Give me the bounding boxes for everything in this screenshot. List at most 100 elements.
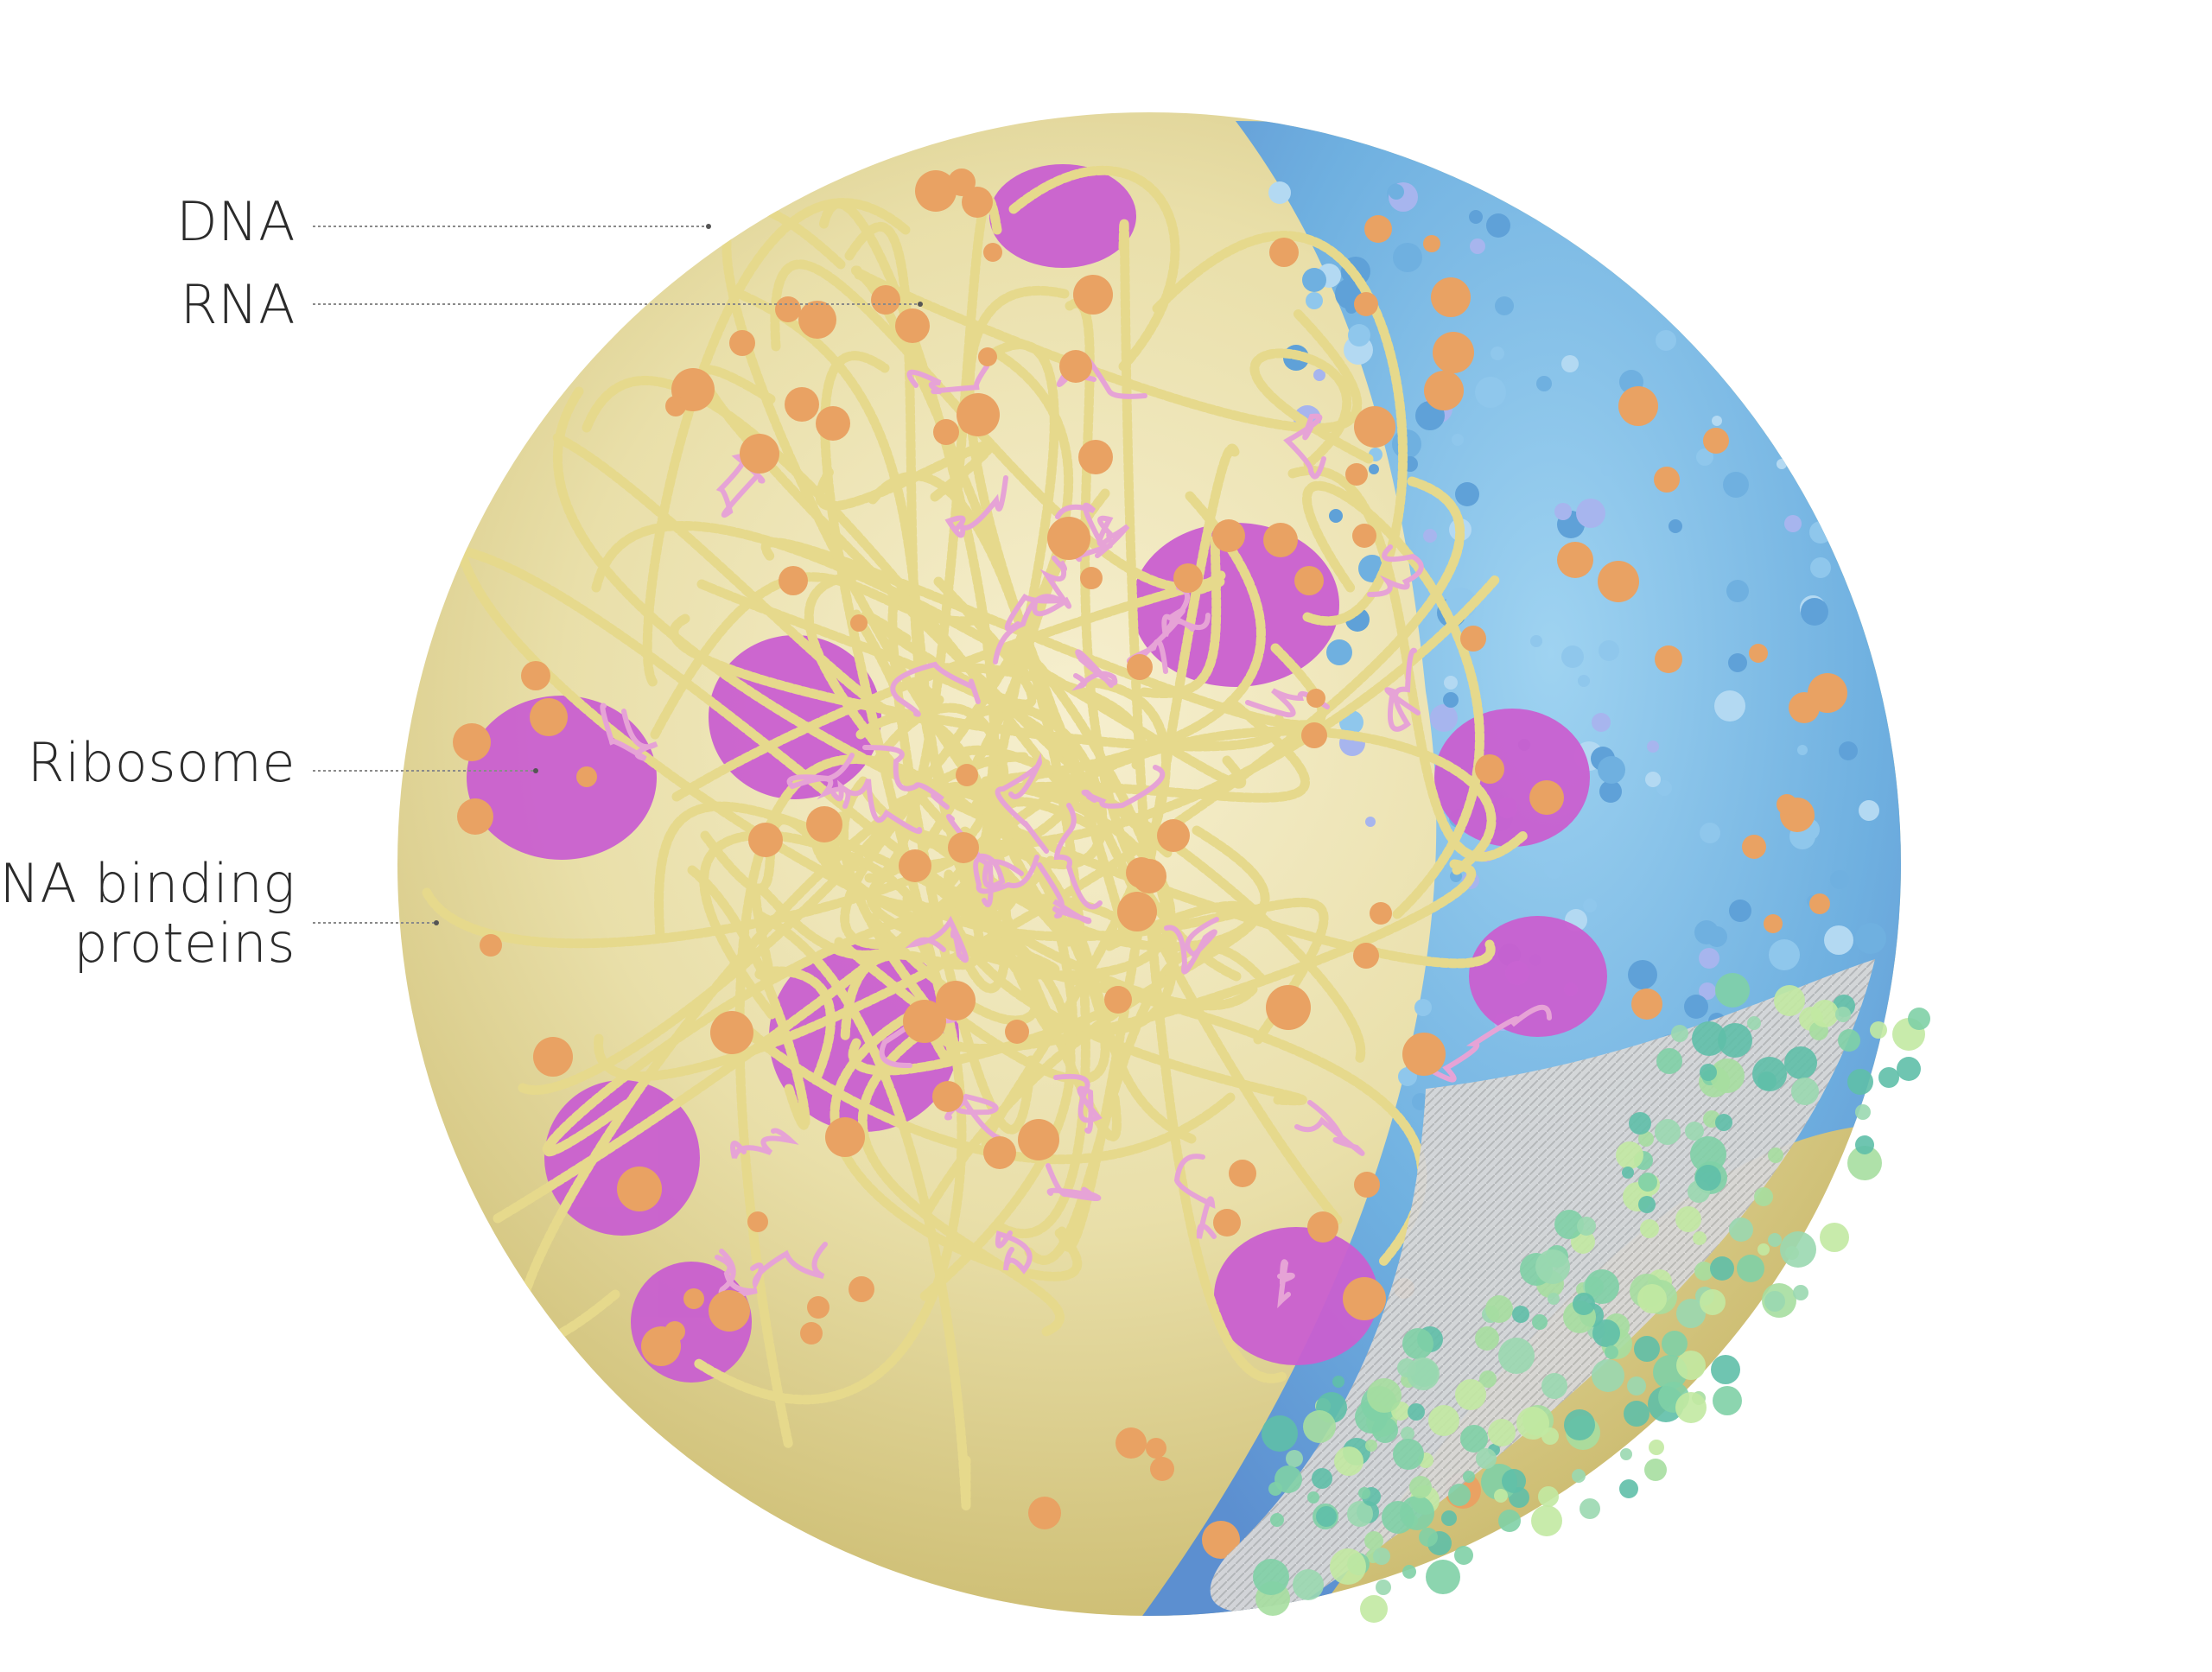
dna-binding-protein — [1263, 523, 1298, 557]
dna-binding-protein — [665, 396, 686, 416]
dna-binding-protein — [1343, 1277, 1386, 1320]
cytoplasm-protein — [1348, 324, 1370, 346]
rna-strand — [1367, 544, 1424, 597]
surface-protein — [1274, 1465, 1302, 1493]
dna-binding-protein — [1127, 654, 1153, 680]
surface-protein — [1644, 1459, 1667, 1481]
surface-protein — [1548, 1293, 1560, 1305]
dna-strand — [1152, 231, 1408, 626]
dna-binding-protein — [710, 1011, 753, 1054]
cytoplasm-protein — [1393, 243, 1422, 272]
dna-strand — [818, 199, 999, 850]
surface-protein — [1426, 1560, 1460, 1594]
dna-binding-protein — [1078, 440, 1113, 474]
cytoplasm-protein — [1414, 999, 1432, 1016]
dna-label: DNA — [175, 190, 296, 253]
cytoplasm-protein — [1369, 464, 1379, 474]
cytoplasm-protein — [1268, 181, 1291, 204]
cytoplasm-protein — [1592, 713, 1611, 732]
dna-binding-protein — [1307, 1211, 1338, 1243]
leader-lines — [313, 224, 923, 925]
cytoplasm-protein — [1628, 960, 1657, 989]
dna-binding-protein — [1157, 819, 1190, 852]
surface-protein — [1376, 1580, 1391, 1595]
surface-protein — [1402, 1328, 1433, 1359]
dna-strand — [918, 905, 1076, 1302]
rna-strand — [946, 813, 1024, 889]
cytoplasm-protein — [1389, 184, 1404, 200]
rna-strand — [1283, 413, 1326, 480]
dna-binding-label-line2: proteins — [73, 912, 296, 976]
rna-strand — [862, 745, 950, 810]
rna-strand — [1161, 607, 1211, 637]
dna-binding-protein — [1018, 1119, 1059, 1160]
dna-binding-protein — [1424, 371, 1464, 410]
dna-binding-label-line1: DNA binding — [0, 852, 296, 915]
dna-binding-protein — [748, 823, 783, 857]
cytoplasm-protein — [1699, 948, 1719, 969]
cytoplasm-protein — [1669, 519, 1682, 533]
cytoplasm-protein — [1714, 690, 1745, 722]
dna-strand — [734, 754, 977, 1452]
dna-binding-protein — [800, 1322, 823, 1345]
dna-strand — [696, 579, 1082, 875]
surface-protein — [1754, 1187, 1773, 1206]
cytoplasm-protein — [1723, 472, 1749, 498]
surface-protein — [1293, 1569, 1324, 1600]
cytoplasm-protein — [1306, 292, 1323, 309]
surface-protein — [1605, 1345, 1618, 1359]
cytoplasm-protein — [1486, 213, 1510, 238]
dna-binding-protein — [1655, 645, 1682, 673]
surface-protein — [1541, 1373, 1567, 1399]
dna-binding-protein — [1294, 566, 1324, 595]
dna-binding-leader-dot — [434, 920, 439, 925]
dna-binding-protein — [915, 170, 957, 212]
dna-binding-protein — [933, 419, 959, 445]
dna-binding-protein — [521, 661, 550, 690]
surface-protein — [1531, 1505, 1562, 1536]
surface-protein — [1693, 1231, 1707, 1245]
cytoplasm-protein — [1452, 434, 1464, 446]
dna-binding-protein — [617, 1167, 662, 1211]
dna-binding-protein — [983, 243, 1002, 262]
rna-strand — [1071, 649, 1118, 691]
cytoplasm-protein — [1530, 635, 1542, 647]
surface-protein — [1847, 1146, 1882, 1180]
surface-protein — [1408, 1403, 1425, 1421]
surface-protein — [1270, 1513, 1284, 1527]
dna-binding-protein — [1059, 350, 1092, 383]
dna-binding-protein — [1460, 626, 1486, 652]
surface-protein — [1675, 1392, 1707, 1423]
rna-strand — [1037, 862, 1092, 925]
cytoplasm-protein — [1599, 780, 1622, 803]
surface-protein — [1316, 1506, 1337, 1527]
cytoplasm-protein — [1696, 448, 1713, 466]
rna-strand — [1032, 556, 1072, 617]
surface-protein — [1330, 1548, 1366, 1585]
dna-strand — [981, 677, 1171, 1149]
dna-binding-protein — [1202, 1521, 1240, 1559]
dna-binding-protein — [956, 764, 978, 786]
rna-strand — [993, 593, 1069, 664]
cytoplasm-region — [1123, 121, 1901, 1616]
cytoplasm-protein — [1455, 482, 1479, 506]
dna-binding-protein — [903, 1000, 946, 1043]
dna-binding-protein — [1631, 989, 1662, 1020]
cytoplasm-protein — [1699, 982, 1716, 1000]
dna-binding-protein — [1150, 1457, 1174, 1481]
dna-binding-protein — [779, 566, 808, 595]
dna-binding-protein — [664, 1321, 685, 1342]
rna-strand — [831, 778, 923, 835]
surface-protein — [1855, 1104, 1871, 1120]
cytoplasm-protein — [1839, 741, 1858, 760]
surface-protein — [1585, 1269, 1619, 1304]
cytoplasm-protein — [1344, 142, 1356, 154]
surface-protein — [1729, 1217, 1753, 1242]
cytoplasm-protein — [1784, 515, 1802, 532]
dna-binding-protein — [895, 308, 930, 343]
dna-binding-protein — [1475, 754, 1504, 784]
surface-protein — [1564, 1409, 1595, 1440]
surface-protein — [1855, 1135, 1874, 1154]
dna-binding-protein — [936, 981, 976, 1020]
cytoplasm-protein — [1536, 376, 1552, 391]
